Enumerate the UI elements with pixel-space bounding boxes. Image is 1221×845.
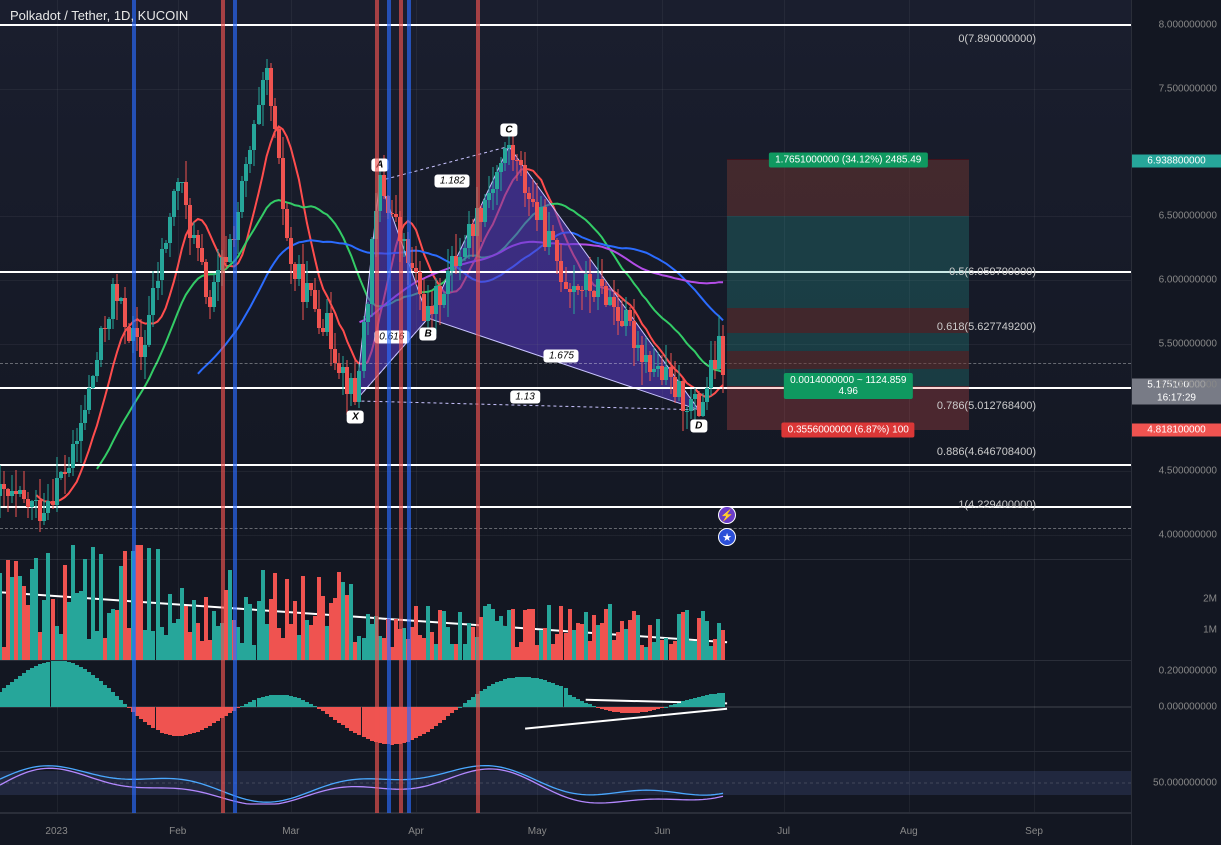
chart-container: Polkadot / Tether, 1D, KUCOIN <box>0 0 1221 845</box>
time-tick: May <box>528 826 547 837</box>
volume-bar[interactable] <box>721 630 725 660</box>
macd-bar <box>721 693 725 707</box>
pattern-point-D: D <box>690 419 707 432</box>
pattern-ratio: 1.13 <box>510 391 539 404</box>
fib-level-label: 0.786(5.012768400) <box>937 400 1036 412</box>
price-tick: 0.000000000 <box>1159 702 1217 713</box>
pattern-ratio: 0.616 <box>374 331 409 344</box>
time-tick: Feb <box>169 826 186 837</box>
time-axis[interactable]: 2023 Feb Mar Apr May Jun Jul Aug Sep <box>0 813 1131 845</box>
pattern-point-C: C <box>500 124 517 137</box>
macd-bar <box>660 707 664 708</box>
rsi-pane[interactable] <box>0 753 1131 813</box>
price-tick: 0.200000000 <box>1159 666 1217 677</box>
fib-level-label: 1(4.229400000) <box>958 499 1036 511</box>
stop-tag: 0.3556000000 (6.87%) 100 <box>782 423 915 438</box>
price-tick: 5.173700000 <box>1159 380 1217 391</box>
time-tick: Jun <box>654 826 670 837</box>
time-tick: Sep <box>1025 826 1043 837</box>
price-tick: 7.500000000 <box>1159 84 1217 95</box>
pattern-point-A: A <box>371 158 388 171</box>
pattern-point-X: X <box>347 410 364 423</box>
pattern-ratio: 1.182 <box>435 174 470 187</box>
price-tick: 50.000000000 <box>1153 778 1217 789</box>
price-tick: 6.938800000 <box>1132 154 1221 167</box>
macd-pane[interactable] <box>0 662 1131 752</box>
price-pane[interactable]: X A B C D 0.616 1.182 1.675 1.13 0(7.890000000) 0.… <box>0 0 1131 560</box>
event-icon[interactable]: ⚡ <box>718 506 736 524</box>
macd-bar <box>454 707 458 710</box>
rsi-overlay <box>0 753 1131 813</box>
price-tick: 4.818100000 <box>1132 424 1221 437</box>
price-tick: 6.500000000 <box>1159 211 1217 222</box>
time-tick: Mar <box>282 826 299 837</box>
pattern-point-B: B <box>420 328 437 341</box>
symbol-title: Polkadot / Tether, 1D, KUCOIN <box>10 8 188 23</box>
time-tick: Aug <box>900 826 918 837</box>
price-tick: 8.000000000 <box>1159 20 1217 31</box>
price-axis[interactable]: 8.000000000 7.500000000 6.500000000 6.00000… <box>1131 0 1221 845</box>
pattern-ratio: 1.675 <box>544 350 579 363</box>
fib-level-label: 0.5(6.059700000) <box>949 266 1036 278</box>
target-tag: 1.7651000000 (34.12%) 2485.49 <box>769 153 927 168</box>
horizontal-line[interactable] <box>0 24 1131 26</box>
horizontal-line[interactable] <box>0 464 1131 466</box>
time-tick: Apr <box>408 826 424 837</box>
fib-level-label: 0(7.890000000) <box>958 33 1036 45</box>
price-tick: 6.000000000 <box>1159 275 1217 286</box>
event-icon[interactable]: ★ <box>718 528 736 546</box>
price-tick: 1M <box>1203 624 1217 635</box>
time-tick: Jul <box>777 826 790 837</box>
fib-level-label: 0.886(4.646708400) <box>937 446 1036 458</box>
price-tick: 2M <box>1203 593 1217 604</box>
time-tick: 2023 <box>45 826 67 837</box>
price-tick: 4.000000000 <box>1159 529 1217 540</box>
fib-level-label: 0.618(5.627749200) <box>937 321 1036 333</box>
price-tick: 4.500000000 <box>1159 465 1217 476</box>
volume-pane[interactable] <box>0 561 1131 661</box>
price-tick: 5.500000000 <box>1159 338 1217 349</box>
entry-tag: 0.0014000000 ~ 1124.8594.96 <box>784 373 912 399</box>
